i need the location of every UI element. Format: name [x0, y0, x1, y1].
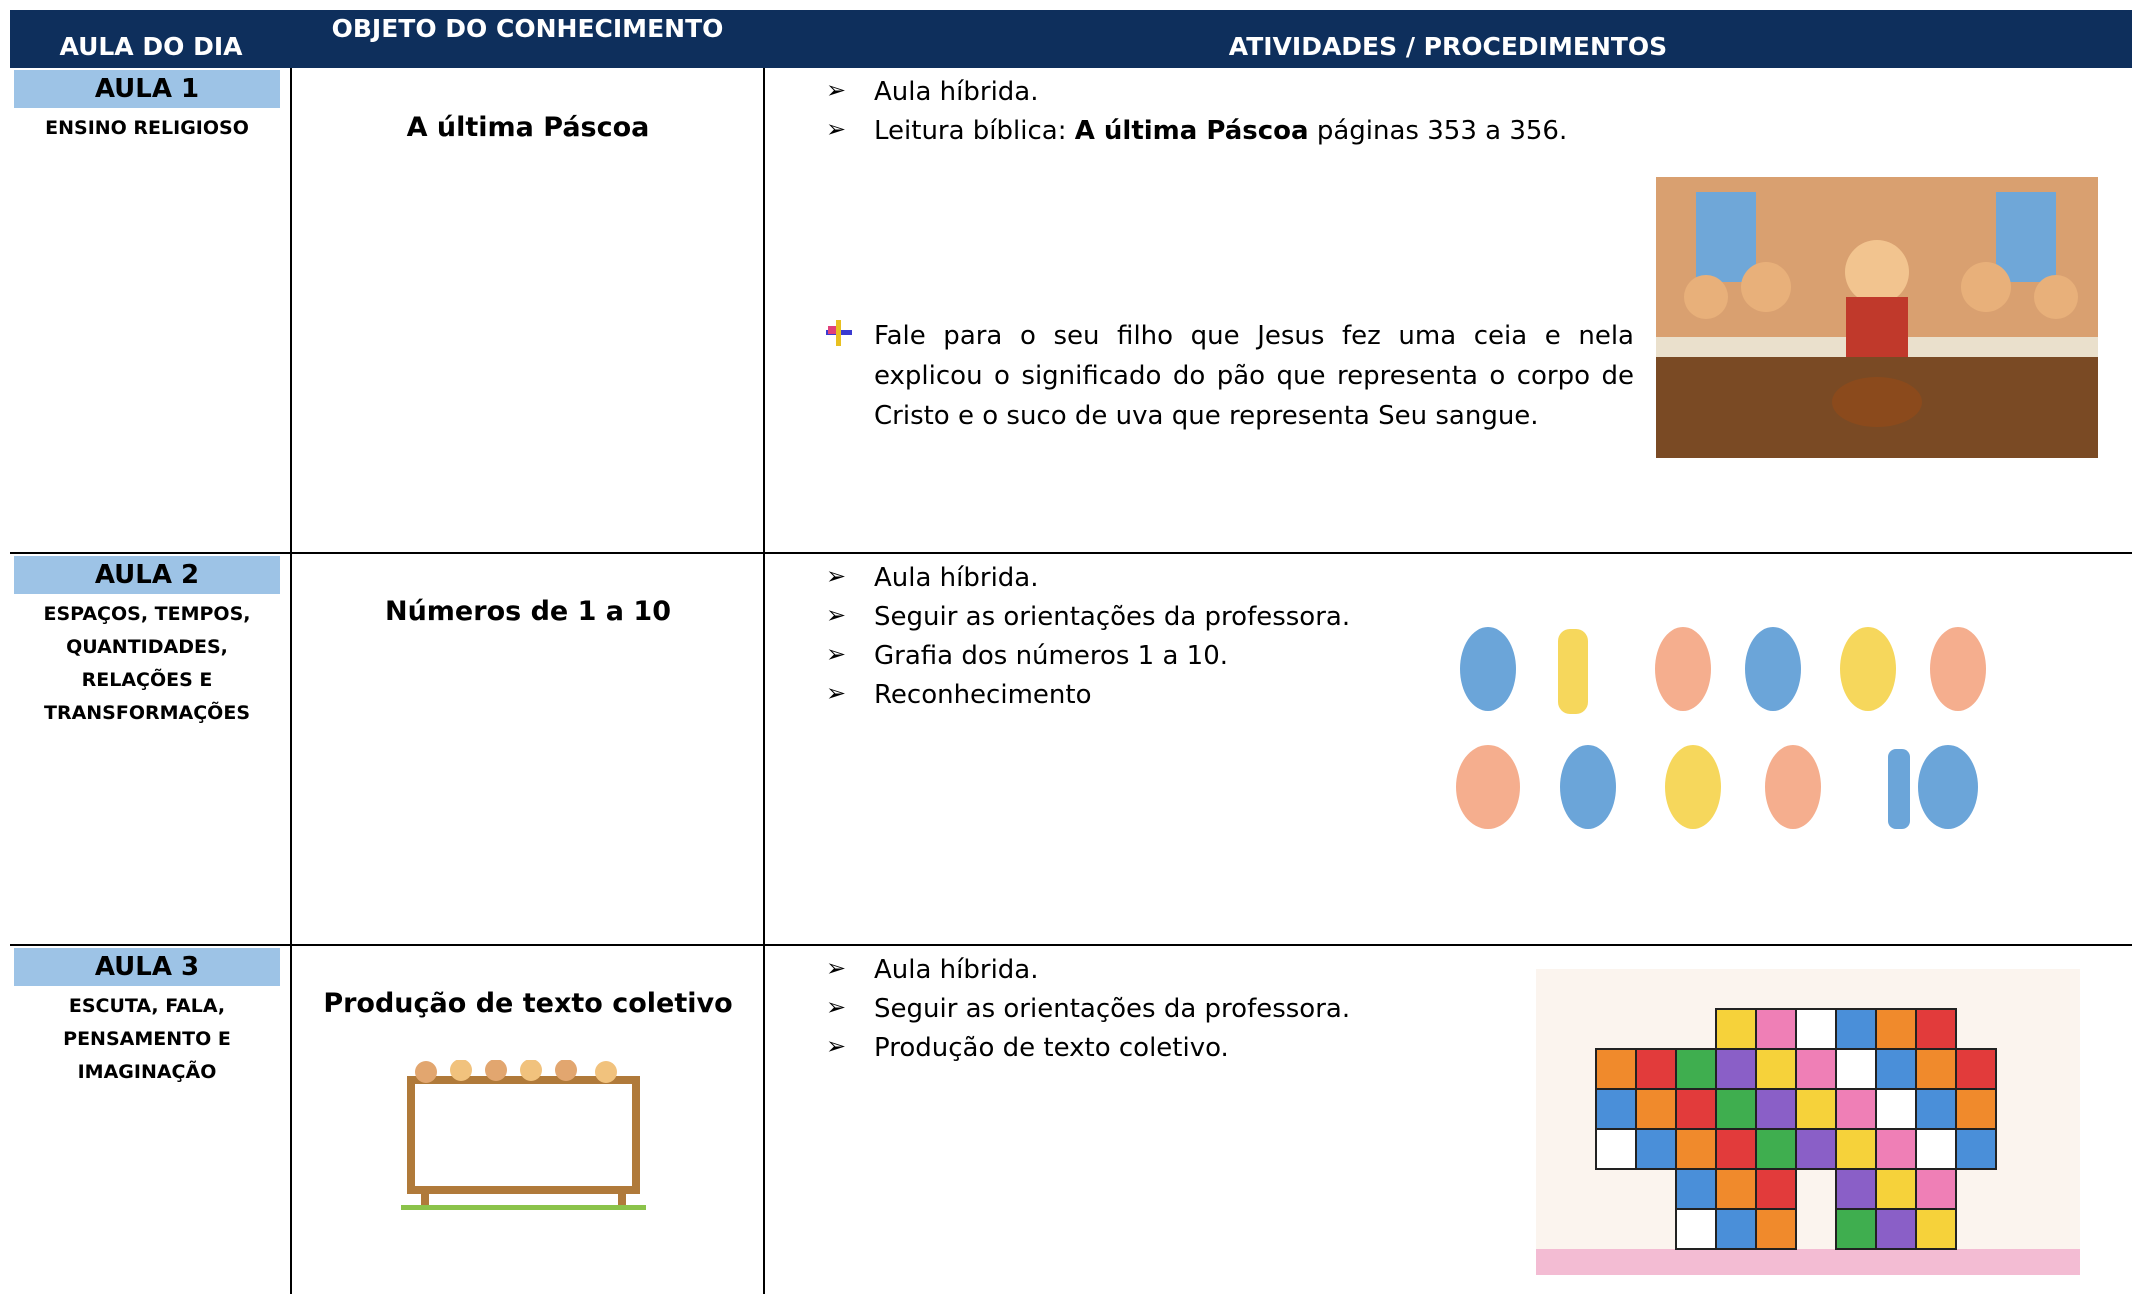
bullet-arrow: ➢: [826, 679, 847, 707]
activity-part: páginas 353 a 356.: [1308, 116, 1568, 146]
header: OBJETO DO CONHECIMENTO: [331, 14, 724, 43]
area-label: ESPAÇOS, TEMPOS, QUANTIDADES, RELAÇÕES E…: [43, 603, 251, 724]
border: [10, 944, 2132, 946]
patch: [1755, 1008, 1797, 1050]
activity: Reconhecimento: [874, 680, 1092, 710]
topic: Números de 1 a 10: [384, 596, 672, 627]
patch: [1795, 1128, 1837, 1170]
patch: [1835, 1208, 1877, 1250]
bullet-arrow: ➢: [826, 1032, 847, 1060]
header: ATIVIDADES / PROCEDIMENTOS: [1228, 32, 1668, 61]
patch: [1835, 1088, 1877, 1130]
patch: [1755, 1168, 1797, 1210]
activity-part: A última Páscoa: [1074, 116, 1309, 146]
patch: [1795, 1048, 1837, 1090]
bullet-arrow: ➢: [826, 954, 847, 982]
patch: [1715, 1168, 1757, 1210]
patch: [1915, 1048, 1957, 1090]
lesson-label: AULA 3: [14, 948, 280, 986]
patch: [1795, 1088, 1837, 1130]
patch: [1875, 1128, 1917, 1170]
activity: Seguir as orientações da professora.: [874, 602, 1351, 632]
patch: [1875, 1088, 1917, 1130]
bullet-arrow: ➢: [826, 76, 847, 104]
topic: A última Páscoa: [406, 112, 650, 143]
patch: [1675, 1048, 1717, 1090]
patch: [1915, 1128, 1957, 1170]
note: Fale para o seu filho que Jesus fez uma …: [874, 321, 1634, 431]
patch: [1755, 1208, 1797, 1250]
area-label: ESCUTA, FALA, PENSAMENTO E IMAGINAÇÃO: [63, 995, 231, 1083]
topic: Produção de texto coletivo: [323, 988, 733, 1019]
patch: [1795, 1008, 1837, 1050]
patch: [1675, 1128, 1717, 1170]
patch: [1955, 1128, 1997, 1170]
patch: [1635, 1128, 1677, 1170]
patch: [1835, 1128, 1877, 1170]
patch: [1675, 1168, 1717, 1210]
patch: [1675, 1208, 1717, 1250]
bullet-arrow: ➢: [826, 601, 847, 629]
patch: [1755, 1048, 1797, 1090]
activity: Grafia dos números 1 a 10.: [874, 641, 1229, 671]
bullet-arrow: ➢: [826, 640, 847, 668]
patch: [1915, 1168, 1957, 1210]
patch: [1835, 1048, 1877, 1090]
patch: [1595, 1128, 1637, 1170]
activity: Seguir as orientações da professora.: [874, 994, 1351, 1024]
patch: [1875, 1048, 1917, 1090]
activity: Aula híbrida.: [874, 77, 1039, 107]
bullet-arrow: ➢: [826, 562, 847, 590]
last-supper-image: [1656, 177, 2098, 458]
patch: [1755, 1128, 1797, 1170]
patch: [1915, 1088, 1957, 1130]
border: [10, 552, 2132, 554]
activity: Leitura bíblica: A última Páscoa páginas…: [874, 111, 1567, 151]
patch: [1875, 1208, 1917, 1250]
elmer-image: [1536, 969, 2080, 1275]
patch: [1955, 1048, 1997, 1090]
lesson-label: AULA 1: [14, 70, 280, 108]
bullet-arrow: ➢: [826, 993, 847, 1021]
patch: [1915, 1208, 1957, 1250]
note-icon: [826, 320, 852, 346]
header: AULA DO DIA: [59, 32, 243, 61]
patch: [1595, 1048, 1637, 1090]
patch: [1915, 1008, 1957, 1050]
activity: Aula híbrida.: [874, 563, 1039, 593]
patch: [1835, 1008, 1877, 1050]
patch: [1715, 1008, 1757, 1050]
patch: [1635, 1048, 1677, 1090]
patch: [1715, 1208, 1757, 1250]
activity: Produção de texto coletivo.: [874, 1033, 1229, 1063]
numbers-image: [1456, 627, 1986, 829]
patch: [1675, 1088, 1717, 1130]
border: [763, 68, 765, 1294]
patch: [1635, 1088, 1677, 1130]
kids-board-image: [401, 1060, 646, 1210]
patch: [1715, 1048, 1757, 1090]
border: [290, 68, 292, 1294]
patch: [1755, 1088, 1797, 1130]
patch: [1715, 1128, 1757, 1170]
header-bar: [10, 10, 2132, 68]
patch: [1955, 1088, 1997, 1130]
lesson-label: AULA 2: [14, 556, 280, 594]
patch: [1835, 1168, 1877, 1210]
activity-part: Leitura bíblica:: [874, 116, 1075, 146]
area-label: ENSINO RELIGIOSO: [45, 117, 249, 139]
patch: [1715, 1088, 1757, 1130]
activity: Aula híbrida.: [874, 955, 1039, 985]
patch: [1595, 1088, 1637, 1130]
patch: [1875, 1168, 1917, 1210]
bullet-arrow: ➢: [826, 115, 847, 143]
patch: [1875, 1008, 1917, 1050]
